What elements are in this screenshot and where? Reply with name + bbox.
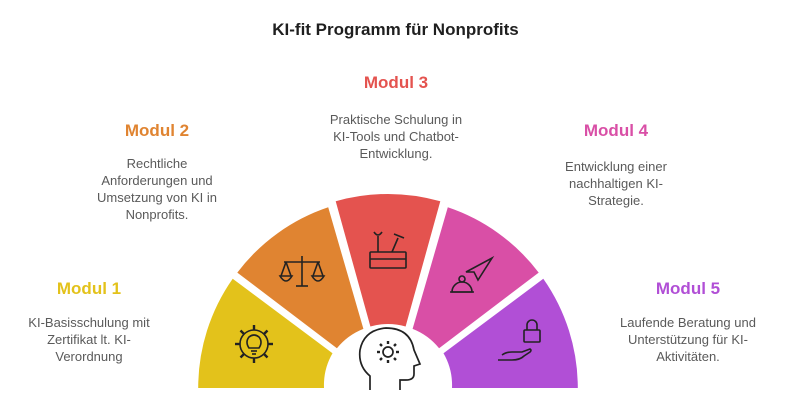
head-gear-icon — [358, 327, 422, 390]
target-arrow-icon — [450, 255, 495, 293]
scales-icon — [278, 256, 326, 287]
module-2-desc: Rechtliche Anforderungen und Umsetzung v… — [97, 156, 217, 222]
module-3-desc: Praktische Schulung in KI-Tools und Chat… — [329, 112, 463, 161]
module-3-segment — [335, 193, 441, 327]
gear-lightbulb-icon — [235, 325, 273, 363]
module-5-segment — [443, 278, 578, 388]
module-2-segment — [237, 207, 364, 349]
toolbox-icon — [369, 231, 407, 269]
module-4-title: Modul 4 — [583, 121, 649, 140]
module-4-desc: Entwicklung einer nachhaltigen KI- Strat… — [565, 159, 667, 208]
module-4-segment — [412, 207, 539, 349]
lock-hand-icon — [498, 319, 541, 361]
module-1-desc: KI-Basisschulung mit Zertifikat lt. KI- … — [28, 315, 150, 364]
module-5-title: Modul 5 — [655, 279, 721, 298]
module-2-title: Modul 2 — [124, 121, 190, 140]
module-3-title: Modul 3 — [363, 73, 429, 92]
module-1-title: Modul 1 — [56, 279, 122, 298]
diagram-title: KI-fit Programm für Nonprofits — [272, 20, 519, 39]
module-5-desc: Laufende Beratung und Unterstützung für … — [620, 315, 756, 364]
